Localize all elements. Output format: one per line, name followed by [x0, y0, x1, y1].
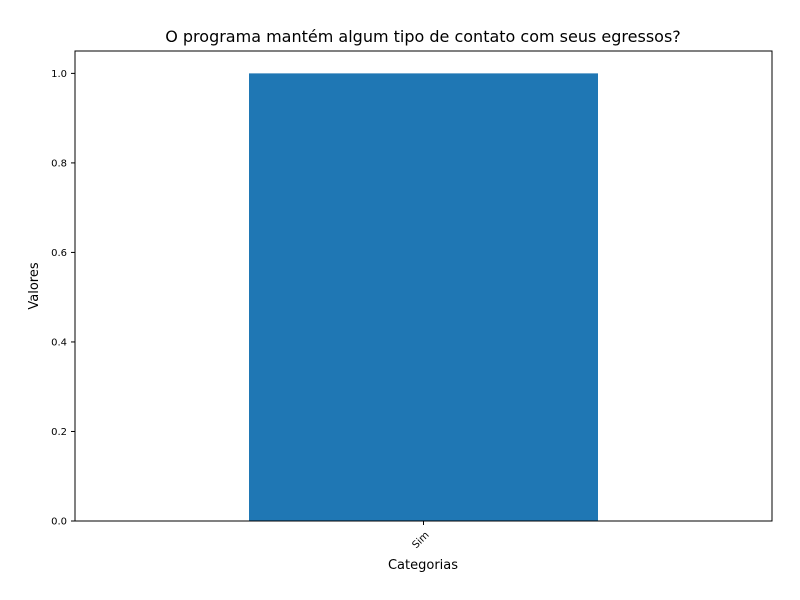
y-tick-label: 0.2 [51, 427, 67, 438]
chart-title: O programa mantém algum tipo de contato … [165, 27, 681, 46]
y-axis-title: Valores [27, 262, 42, 309]
y-tick-label: 0.8 [51, 158, 67, 169]
y-tick-label: 0.6 [51, 248, 67, 259]
y-tick-label: 0.0 [51, 517, 67, 528]
bar[interactable] [249, 73, 598, 521]
x-axis-title: Categorias [388, 558, 458, 573]
plot-frame [74, 50, 773, 522]
y-tick-label: 0.4 [51, 337, 67, 348]
y-tick-label: 1.0 [51, 69, 67, 80]
